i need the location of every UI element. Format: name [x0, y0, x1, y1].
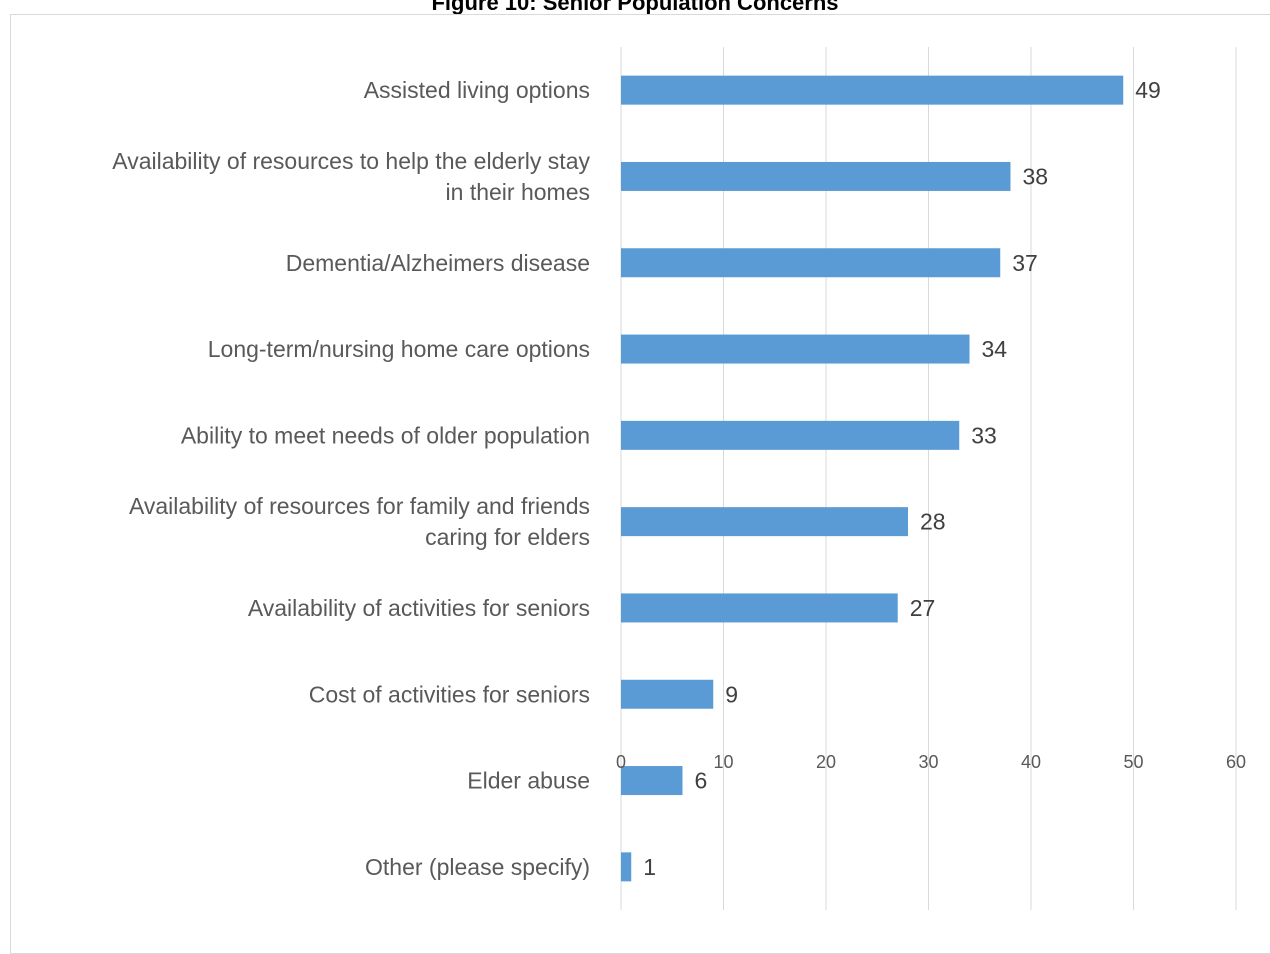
value-label-2: 37 — [1012, 250, 1038, 276]
bar-8 — [621, 766, 683, 796]
value-label-1: 38 — [1023, 163, 1049, 189]
bar-2 — [621, 248, 1001, 278]
value-label-6: 27 — [910, 595, 936, 621]
chart-title: Figure 10: Senior Population Concerns — [431, 0, 839, 15]
value-label-5: 28 — [920, 509, 946, 535]
bar-9 — [621, 852, 632, 882]
category-labels: Assisted living options Availability of r… — [112, 77, 590, 880]
bar-7 — [621, 679, 714, 709]
bar-0 — [621, 75, 1124, 105]
category-label-5-line-1: caring for elders — [425, 524, 590, 550]
category-label-7: Cost of activities for seniors — [309, 681, 590, 707]
value-labels: 49 38 37 34 33 28 27 9 6 1 — [643, 77, 1161, 880]
bar-3 — [621, 334, 970, 364]
x-tick-label-40: 40 — [1021, 752, 1041, 772]
category-label-9: Other (please specify) — [365, 854, 590, 880]
category-label-2: Dementia/Alzheimers disease — [286, 250, 590, 276]
category-label-3: Long-term/nursing home care options — [208, 336, 590, 362]
category-label-0: Assisted living options — [364, 77, 590, 103]
value-label-4: 33 — [971, 422, 997, 448]
x-tick-label-10: 10 — [713, 752, 733, 772]
x-tick-label-20: 20 — [816, 752, 836, 772]
value-label-3: 34 — [982, 336, 1008, 362]
value-label-8: 6 — [695, 768, 708, 794]
bar-4 — [621, 420, 960, 450]
x-tick-label-0: 0 — [616, 752, 626, 772]
category-label-6: Availability of activities for seniors — [248, 595, 590, 621]
category-label-5-line-0: Availability of resources for family and… — [129, 493, 590, 519]
category-label-1-line-1: in their homes — [446, 179, 590, 205]
value-label-7: 9 — [725, 681, 738, 707]
category-label-8: Elder abuse — [467, 768, 590, 794]
x-tick-label-30: 30 — [918, 752, 938, 772]
bar-chart: Assisted living options Availability of r… — [112, 47, 1246, 910]
bars — [621, 75, 1124, 882]
category-label-1-line-0: Availability of resources to help the el… — [112, 148, 590, 174]
x-tick-label-50: 50 — [1123, 752, 1143, 772]
x-axis-ticks: 0 10 20 30 40 50 60 — [616, 752, 1246, 772]
value-label-0: 49 — [1135, 77, 1161, 103]
x-tick-label-60: 60 — [1226, 752, 1246, 772]
category-label-4: Ability to meet needs of older populatio… — [181, 422, 590, 448]
bar-5 — [621, 507, 908, 537]
bar-1 — [621, 161, 1011, 191]
gridlines — [620, 47, 1237, 910]
value-label-9: 1 — [643, 854, 656, 880]
bar-6 — [621, 593, 898, 623]
